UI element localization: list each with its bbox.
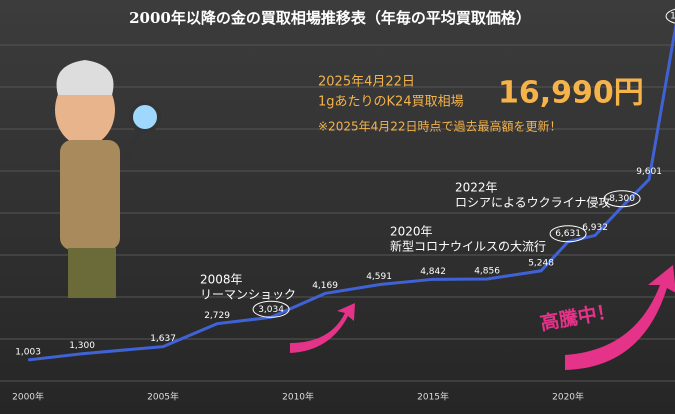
annotation: 2008年 xyxy=(200,273,243,287)
x-tick-label: 2020年 xyxy=(552,391,584,403)
value-label: 6,631 xyxy=(555,229,581,239)
value-label: 3,034 xyxy=(258,305,284,315)
value-label: 4,856 xyxy=(474,267,500,277)
value-label: 8,300 xyxy=(609,194,635,204)
x-tick-label: 2000年 xyxy=(12,391,44,403)
x-tick-label: 2010年 xyxy=(282,391,314,403)
chart-title: 2000年以降の金の買取相場推移表（年毎の平均買取価格） xyxy=(129,9,531,27)
value-label: 2,729 xyxy=(204,311,230,321)
value-label: 6,932 xyxy=(582,223,608,233)
value-label: 5,248 xyxy=(528,258,554,268)
character xyxy=(55,60,161,298)
annotation: ロシアによるウクライナ侵攻 xyxy=(455,195,610,210)
annotation: 2022年 xyxy=(455,181,498,195)
annotation: 新型コロナウイルスの大流行 xyxy=(390,239,546,254)
value-label: 4,842 xyxy=(420,267,446,277)
value-label: 9,601 xyxy=(636,167,662,177)
highlight-circle xyxy=(665,8,675,24)
headline-price: 16,990円 xyxy=(498,76,644,111)
headline-note: ※2025年4月22日時点で過去最高額を更新！ xyxy=(318,119,562,134)
value-label: 16,990 xyxy=(670,12,675,22)
headline-label: 1gあたりのK24買取相場 xyxy=(318,95,464,110)
value-label: 4,169 xyxy=(312,281,338,291)
headline-date: 2025年4月22日 xyxy=(318,75,415,90)
annotation: リーマンショック xyxy=(200,288,296,302)
annotation: 2020年 xyxy=(390,225,433,239)
highlight-circle xyxy=(252,300,290,318)
arrow xyxy=(565,265,675,370)
value-label: 1,637 xyxy=(150,334,176,344)
highlight-circle xyxy=(603,190,641,208)
highlight-circle xyxy=(549,225,587,243)
value-label: 1,300 xyxy=(69,341,95,351)
line xyxy=(27,23,675,362)
x-tick-label: 2015年 xyxy=(417,391,449,403)
x-tick-label: 2005年 xyxy=(147,391,179,403)
value-label: 4,591 xyxy=(366,272,392,282)
arrow xyxy=(290,303,355,353)
value-label: 1,003 xyxy=(15,347,41,357)
